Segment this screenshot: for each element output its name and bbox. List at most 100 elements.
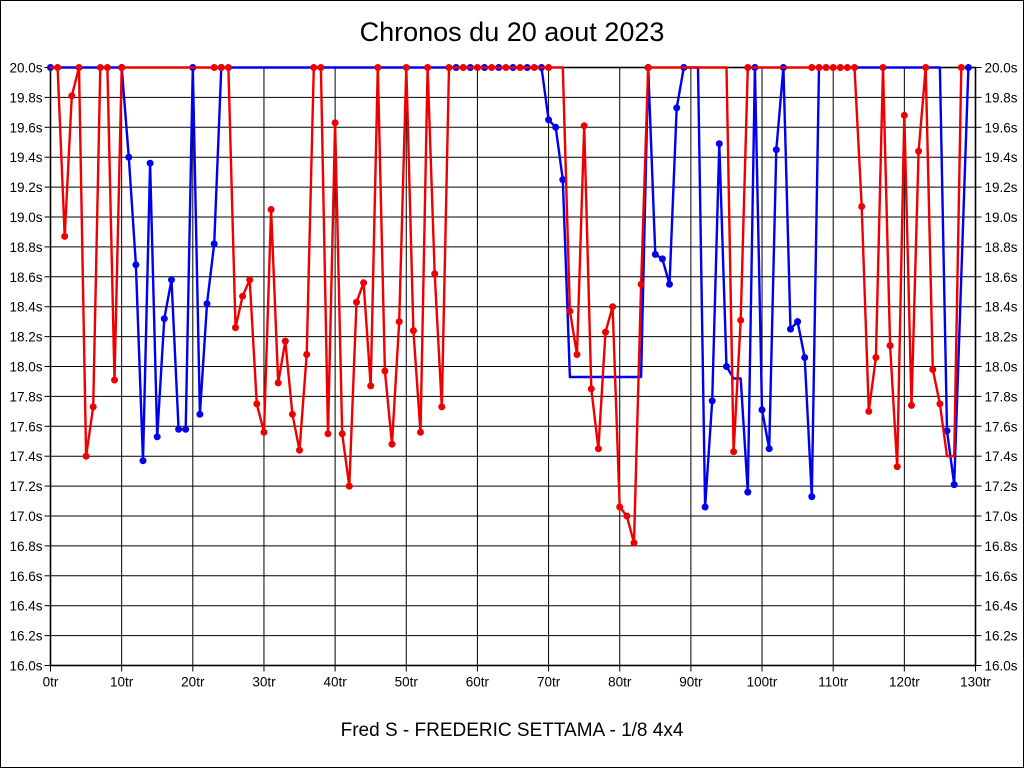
blue-driver-point [673, 104, 681, 112]
ytick-label-left: 18.8s [9, 240, 42, 255]
red-driver-point [744, 64, 752, 71]
blue-driver-point [772, 146, 780, 154]
xtick-label: 120tr [889, 675, 920, 690]
red-driver-point [516, 64, 524, 71]
blue-driver-point [153, 433, 161, 441]
red-driver-point [594, 445, 602, 453]
blue-driver-point [950, 481, 958, 489]
ytick-label-right: 18.0s [985, 360, 1018, 375]
red-driver-point [815, 64, 823, 71]
red-driver-point [602, 328, 609, 336]
blue-driver-point [758, 406, 766, 414]
red-driver-point [459, 64, 467, 71]
ytick-label-right: 17.8s [985, 389, 1018, 404]
ytick-label-right: 19.2s [985, 180, 1018, 195]
red-driver-point [502, 64, 510, 71]
red-driver-point [68, 92, 76, 100]
xtick-label: 110tr [818, 675, 848, 690]
red-driver-point [288, 410, 296, 418]
xtick-label: 40tr [323, 675, 347, 690]
red-driver-point [929, 366, 937, 373]
red-driver-point [438, 403, 446, 411]
ytick-label-left: 16.2s [9, 629, 42, 644]
red-driver-point [374, 64, 382, 71]
red-driver-point [331, 119, 339, 127]
xtick-label: 60tr [466, 675, 490, 690]
ytick-label-right: 17.2s [985, 479, 1018, 494]
blue-driver-point [146, 159, 154, 167]
red-driver-point [224, 64, 232, 71]
ytick-label-left: 17.2s [9, 479, 42, 494]
red-driver-point [886, 342, 894, 350]
red-driver-point [246, 276, 254, 284]
xtick-label: 80tr [608, 675, 632, 690]
red-driver-point [872, 354, 880, 361]
red-driver-point [730, 448, 738, 456]
ytick-label-left: 17.8s [9, 389, 42, 404]
red-driver-point [530, 64, 538, 71]
red-driver-point [96, 64, 104, 71]
red-driver-point [545, 64, 553, 71]
red-driver-point [580, 122, 588, 130]
blue-driver-point [559, 176, 567, 184]
red-driver-point [908, 401, 915, 409]
ytick-label-left: 16.6s [9, 569, 42, 584]
red-driver-point [488, 64, 496, 71]
ytick-label-left: 19.6s [9, 120, 42, 135]
red-driver-point [957, 64, 965, 71]
xtick-label: 100tr [747, 675, 778, 690]
red-driver-point [851, 64, 858, 71]
ytick-label-right: 19.0s [985, 210, 1018, 225]
xtick-label: 20tr [181, 675, 205, 690]
ytick-label-right: 17.4s [985, 449, 1018, 464]
red-driver-point [473, 64, 481, 71]
blue-driver-point [175, 425, 183, 433]
red-driver-point [409, 327, 417, 335]
red-driver-point [630, 539, 638, 547]
red-driver-point [616, 503, 624, 511]
red-driver-point [879, 64, 887, 71]
chart-title: Chronos du 20 aout 2023 [359, 17, 665, 47]
ytick-label-right: 19.8s [985, 90, 1018, 105]
red-driver-point [431, 270, 439, 278]
red-driver-point [111, 376, 118, 384]
xtick-label: 90tr [679, 675, 703, 690]
ytick-label-left: 20.0s [9, 61, 42, 76]
red-driver-point [388, 440, 396, 448]
blue-driver-point [701, 503, 709, 511]
red-driver-point [900, 111, 908, 119]
ytick-label-right: 16.4s [985, 599, 1018, 614]
blue-driver-point [210, 240, 218, 248]
ytick-label-right: 16.0s [985, 659, 1018, 674]
ytick-label-left: 18.2s [9, 330, 42, 345]
red-driver-point [858, 203, 866, 210]
ytick-label-left: 17.4s [9, 449, 42, 464]
red-driver-point [324, 430, 332, 438]
red-driver-point [360, 279, 368, 287]
blue-driver-point [182, 425, 190, 433]
ytick-label-left: 17.0s [9, 509, 42, 524]
red-driver-point [61, 232, 69, 240]
blue-driver-point [723, 363, 730, 370]
red-driver-point [345, 482, 353, 490]
ytick-label-left: 16.8s [9, 539, 42, 554]
blue-driver-point [552, 123, 560, 131]
red-driver-point [54, 64, 62, 71]
red-driver-point [395, 318, 403, 326]
ytick-label-right: 18.4s [985, 300, 1018, 315]
red-driver-point [623, 512, 631, 520]
blue-driver-point [168, 276, 175, 284]
red-driver-point [381, 367, 389, 375]
red-driver-point [303, 351, 311, 358]
red-driver-point [865, 407, 873, 415]
red-driver-point [317, 64, 325, 71]
blue-driver-point [132, 261, 140, 269]
red-driver-point [239, 292, 247, 300]
xtick-label: 10tr [110, 675, 134, 690]
red-driver-point [89, 403, 97, 411]
blue-driver-point [666, 280, 673, 288]
red-driver-point [737, 316, 745, 324]
ytick-label-right: 19.4s [985, 150, 1018, 165]
ytick-label-left: 19.2s [9, 180, 42, 195]
